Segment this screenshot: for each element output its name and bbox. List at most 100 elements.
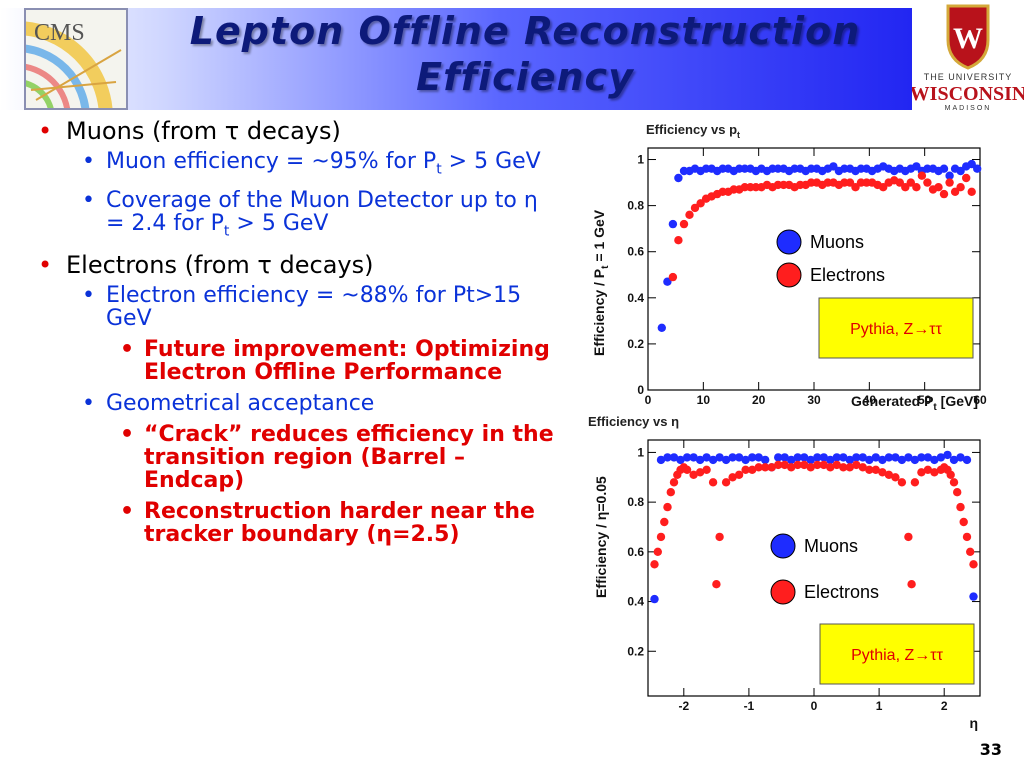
muon-point [761,455,770,465]
muon-point [956,453,965,462]
electron-point [934,183,943,192]
muon-eff-sub: t [436,161,442,178]
electron-point [754,463,763,472]
note-box [819,623,975,685]
electron-point [923,465,933,474]
muon-point [674,173,683,183]
electron-point [748,465,757,474]
y-tick-label: 1 [637,445,644,459]
muon-point [682,453,692,462]
muon-point [741,455,750,465]
bullet-future: • Future improvement: Optimizing Electron… [30,338,560,384]
electron-point [728,473,737,482]
chart-title: Efficiency vs pt [646,122,740,140]
muon-point [936,453,946,462]
electron-point [969,560,978,569]
muon-point [845,455,854,465]
muon-point [884,453,894,462]
electron-point [845,178,855,187]
electron-point [858,463,867,472]
legend-muons-marker [776,229,802,255]
bullet-dot: • [38,250,53,279]
wisconsin-line1: THE UNIVERSITY [924,72,1013,82]
coverage-sub: t [223,223,230,240]
x-tick-label: 20 [752,393,766,407]
cms-logo-graphic: CMS [26,10,126,108]
muon-point [734,453,744,462]
muon-point [780,453,789,462]
electron-point [663,502,672,512]
electron-point [793,460,802,470]
tracker-text: Reconstruction harder near the tracker b… [144,498,535,547]
electron-point [774,460,783,470]
bullet-dot: • [120,336,135,362]
note-text: Pythia, Z→ττ [851,647,943,664]
electron-point [891,473,900,482]
electron-point [666,488,675,497]
x-tick-label: 50 [918,393,932,407]
note-text: Pythia, Z→ττ [850,321,942,338]
slide-title-line2: Efficiency [416,55,634,99]
electron-point [715,532,724,542]
muon-point [650,594,659,604]
electron-point [767,463,776,472]
muon-eff-text-b: > 5 GeV [441,149,541,174]
electron-point [897,478,907,487]
bullet-dot: • [82,390,95,416]
muon-point [787,455,796,465]
electron-point [930,468,939,477]
page-number: 33 [979,740,1002,759]
electron-point [852,460,861,470]
x-tick-label: -1 [744,699,755,713]
x-axis-label: Generated Pt [GeV] [851,393,978,413]
electron-point [910,478,920,487]
y-tick-label: 0.8 [627,495,644,509]
electron-point [966,547,975,556]
electron-point [845,463,854,472]
electron-point [956,502,965,512]
muon-point [715,453,724,462]
title-bar [0,8,912,110]
bullet-dot: • [82,282,95,308]
efficiency-vs-eta-chart: Efficiency vs η -2 -1 0 1 2 0.2 0.4 0.6 0.8 1 η E… [588,414,981,731]
cms-logo-text: CMS [34,20,85,46]
electron-point [806,463,815,472]
electron-point [917,468,926,477]
muon-point [728,453,737,462]
muon-point [945,171,954,180]
bullet-geometrical: • Geometrical acceptance [30,392,560,415]
electron-point [962,532,972,542]
electron-point [906,178,915,187]
muon-point [973,164,982,173]
legend-electrons-marker [770,579,796,605]
slide-title: Lepton Offline Reconstruction Efficiency [140,8,910,100]
muon-point [832,453,841,462]
muon-point [967,159,976,169]
electron-point [956,183,965,192]
efficiency-vs-pt-chart: Efficiency vs pt 0 10 20 30 40 50 60 0 0.2 0.4 0.6… [591,122,987,413]
muon-point [657,323,666,332]
slide-title-line1: Lepton Offline Reconstruction [189,9,861,53]
muon-point [774,453,783,462]
muon-point [871,453,880,462]
electron-point [949,478,959,487]
electron-point [879,183,888,192]
muon-point [969,592,978,601]
chart-title: Efficiency vs η [588,414,679,429]
muon-point [939,164,949,173]
y-tick-label: 0.4 [627,291,644,305]
x-tick-label: 2 [941,699,948,713]
electron-point [787,463,796,472]
bullet-muon-efficiency: • Muon efficiency = ~95% for Pt > 5 GeV [30,150,560,181]
bullet-coverage: • Coverage of the Muon Detector up to η =… [30,189,560,243]
y-axis-label: Efficiency / Pt = 1 GeV [591,209,611,356]
electron-point [653,547,662,556]
electron-point [907,580,916,589]
muon-point [702,453,711,462]
muon-point [826,455,835,465]
legend-electrons: Electrons [804,582,879,602]
muon-point [930,455,939,465]
bullet-muons: • Muons (from τ decays) [30,118,560,144]
cms-logo: CMS [24,8,128,110]
y-tick-label: 0 [637,383,644,397]
